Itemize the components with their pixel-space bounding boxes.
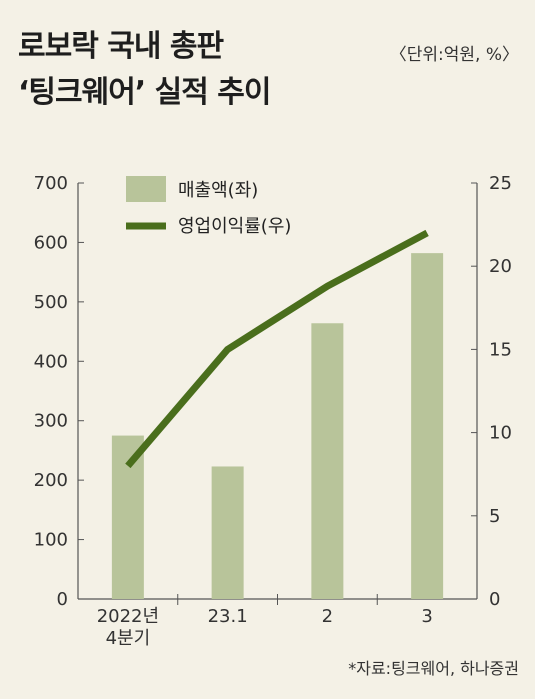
x-tick-label: 3 bbox=[421, 606, 432, 627]
x-tick-label-line: 23.1 bbox=[208, 606, 248, 627]
legend-line-label: 영업이익률(우) bbox=[178, 216, 291, 237]
x-tick-label: 2022년 4분기 bbox=[97, 606, 159, 649]
bar bbox=[311, 323, 344, 599]
legend-bar-label: 매출액(좌) bbox=[178, 180, 258, 201]
x-tick-label-line: 4분기 bbox=[106, 628, 151, 649]
x-tick-label-line: 3 bbox=[421, 606, 432, 627]
source-note: *자료:팅크웨어, 하나증권 bbox=[348, 659, 519, 678]
y-left-tick-label: 400 bbox=[34, 351, 68, 372]
bar bbox=[211, 466, 244, 599]
y-left-tick-label: 300 bbox=[34, 411, 68, 432]
line-series bbox=[125, 229, 429, 469]
y-left-tick-label: 200 bbox=[34, 470, 68, 491]
y-left-tick-label: 600 bbox=[34, 232, 68, 253]
bar bbox=[411, 253, 444, 599]
title-line-1: 로보락 국내 총판 bbox=[18, 29, 224, 64]
y-left-tick-label: 100 bbox=[34, 530, 68, 551]
x-tick-label: 23.1 bbox=[208, 606, 248, 627]
x-tick-label-line: 2022년 bbox=[97, 606, 159, 627]
y-right-tick-label: 10 bbox=[489, 423, 512, 444]
y-right-tick-label: 15 bbox=[489, 339, 512, 360]
x-tick-label: 2 bbox=[322, 606, 333, 627]
bar bbox=[111, 435, 144, 599]
title-line-2: ‘팅크웨어’ 실적 추이 bbox=[18, 75, 271, 110]
x-tick-label-line: 2 bbox=[322, 606, 333, 627]
y-right-tick-label: 20 bbox=[489, 256, 512, 277]
unit-note: 〈단위:억원, %〉 bbox=[389, 45, 519, 65]
chart-title: 로보락 국내 총판 ‘팅크웨어’ 실적 추이 bbox=[18, 24, 271, 116]
y-left-tick-label: 0 bbox=[57, 589, 68, 610]
y-right-tick-label: 5 bbox=[489, 506, 500, 527]
y-left-tick-label: 700 bbox=[34, 173, 68, 194]
y-right-tick-label: 0 bbox=[489, 589, 500, 610]
y-left-tick-label: 500 bbox=[34, 292, 68, 313]
y-right-tick-label: 25 bbox=[489, 173, 512, 194]
legend-bar-swatch bbox=[126, 176, 166, 202]
